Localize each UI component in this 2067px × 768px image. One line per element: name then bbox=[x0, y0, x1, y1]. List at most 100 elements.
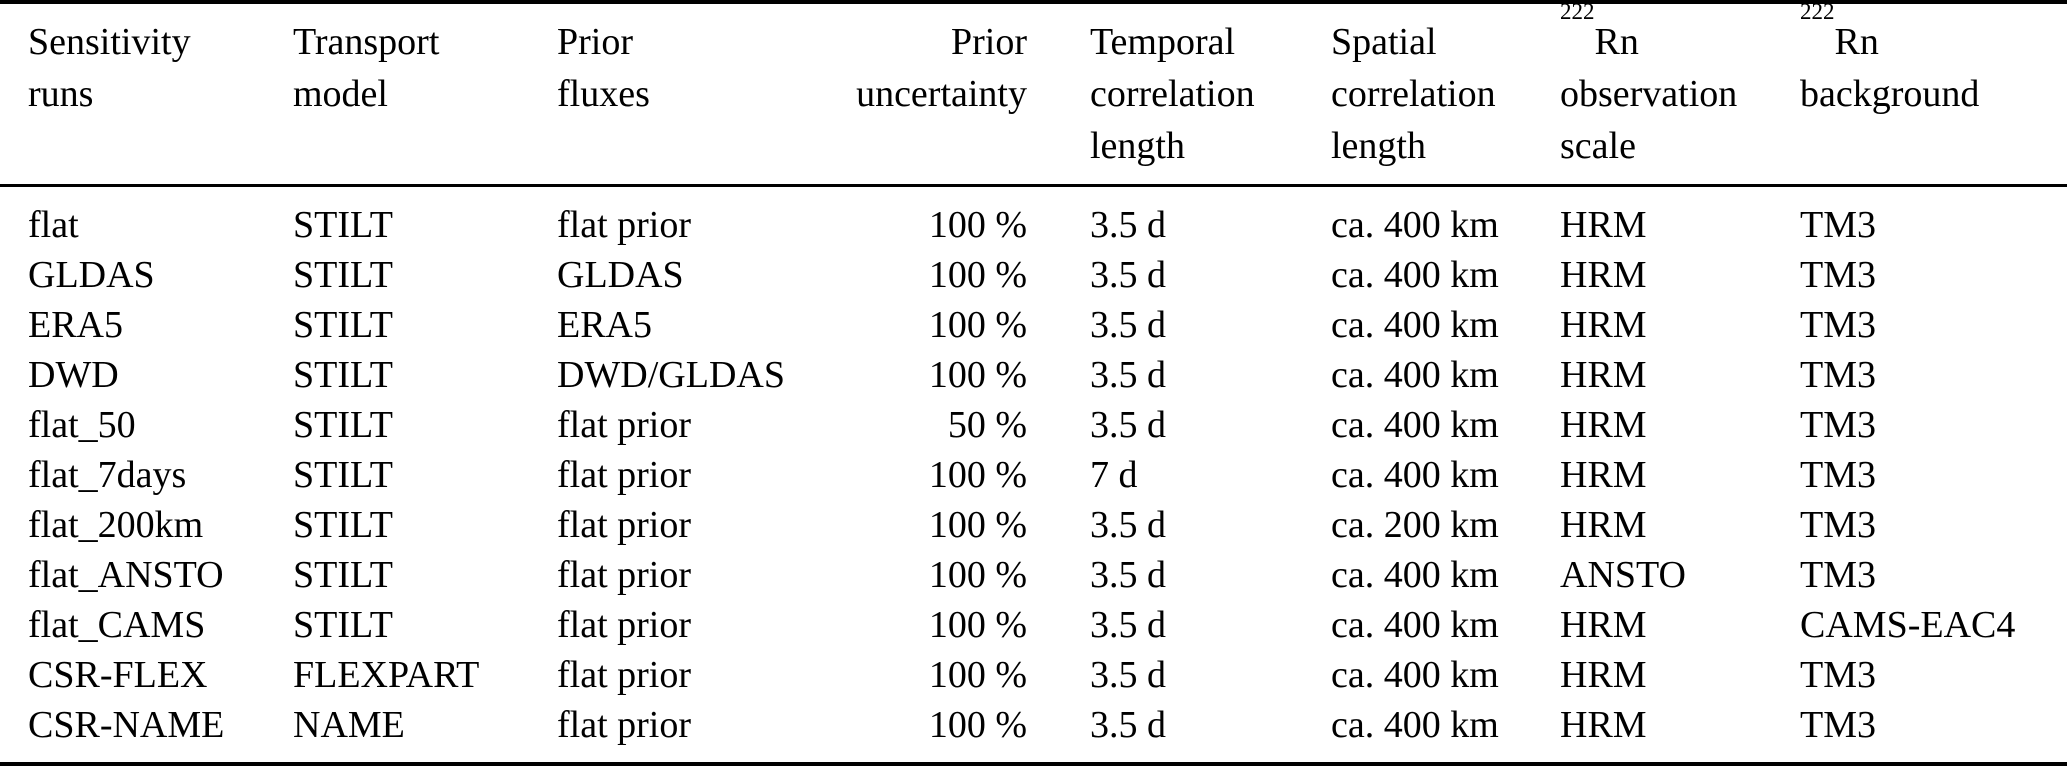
cell-rn222-background: TM3 bbox=[1800, 504, 1876, 546]
header-line: correlation bbox=[1090, 73, 1255, 115]
column-header-sensitivity-runs: Sensitivity runs bbox=[0, 2, 293, 187]
cell-temporal-correlation-length: 3.5 d bbox=[1090, 304, 1166, 346]
header-line: runs bbox=[28, 73, 94, 115]
cell-rn222-background: TM3 bbox=[1800, 304, 1876, 346]
cell-rn222-background: TM3 bbox=[1800, 654, 1876, 696]
cell-sensitivity-runs: CSR-NAME bbox=[28, 704, 225, 746]
cell-prior-uncertainty: 100 % bbox=[928, 454, 1027, 496]
header-line: Prior bbox=[557, 21, 633, 63]
table-row: flat_7days STILT flat prior 100 % 7 d ca. 400… bbox=[0, 450, 2067, 500]
table-header-row: Sensitivity runs Transport model Prior fluxes… bbox=[0, 0, 2067, 187]
cell-prior-uncertainty: 100 % bbox=[928, 204, 1027, 246]
cell-rn222-background: TM3 bbox=[1800, 554, 1876, 596]
header-line: observation bbox=[1560, 73, 1738, 115]
header-line: Transport bbox=[293, 21, 440, 63]
cell-spatial-correlation-length: ca. 400 km bbox=[1331, 254, 1499, 296]
header-line: uncertainty bbox=[856, 73, 1027, 115]
cell-sensitivity-runs: flat_200km bbox=[28, 504, 204, 546]
cell-transport-model: STILT bbox=[293, 254, 393, 296]
cell-spatial-correlation-length: ca. 400 km bbox=[1331, 454, 1499, 496]
cell-prior-uncertainty: 100 % bbox=[928, 704, 1027, 746]
column-header-prior-uncertainty: Prior uncertainty bbox=[833, 2, 1061, 187]
table-row: flat_ANSTO STILT flat prior 100 % 3.5 d ca. 4… bbox=[0, 550, 2067, 600]
cell-rn222-observation-scale: HRM bbox=[1560, 354, 1647, 396]
cell-rn222-observation-scale: HRM bbox=[1560, 654, 1647, 696]
isotope-superscript: 222 bbox=[1800, 0, 1835, 25]
cell-spatial-correlation-length: ca. 400 km bbox=[1331, 554, 1499, 596]
cell-sensitivity-runs: flat_50 bbox=[28, 404, 136, 446]
header-line: fluxes bbox=[557, 73, 650, 115]
cell-prior-fluxes: flat prior bbox=[557, 604, 692, 646]
cell-temporal-correlation-length: 3.5 d bbox=[1090, 254, 1166, 296]
header-line: length bbox=[1090, 125, 1185, 167]
header-line: scale bbox=[1560, 125, 1636, 167]
cell-transport-model: STILT bbox=[293, 454, 393, 496]
cell-spatial-correlation-length: ca. 400 km bbox=[1331, 304, 1499, 346]
cell-prior-fluxes: ERA5 bbox=[557, 304, 652, 346]
cell-rn222-observation-scale: HRM bbox=[1560, 604, 1647, 646]
cell-rn222-observation-scale: HRM bbox=[1560, 504, 1647, 546]
cell-prior-uncertainty: 50 % bbox=[947, 404, 1027, 446]
cell-prior-uncertainty: 100 % bbox=[928, 654, 1027, 696]
cell-prior-uncertainty: 100 % bbox=[928, 554, 1027, 596]
cell-prior-fluxes: flat prior bbox=[557, 204, 692, 246]
cell-prior-fluxes: flat prior bbox=[557, 404, 692, 446]
header-line: Sensitivity bbox=[28, 21, 191, 63]
cell-transport-model: STILT bbox=[293, 404, 393, 446]
cell-sensitivity-runs: flat_CAMS bbox=[28, 604, 206, 646]
cell-spatial-correlation-length: ca. 400 km bbox=[1331, 354, 1499, 396]
column-header-prior-fluxes: Prior fluxes bbox=[557, 2, 833, 187]
table-row: CSR-NAME NAME flat prior 100 % 3.5 d ca. 400 … bbox=[0, 700, 2067, 764]
table-row: GLDAS STILT GLDAS 100 % 3.5 d ca. 400 km HRM TM… bbox=[0, 250, 2067, 300]
cell-sensitivity-runs: ERA5 bbox=[28, 304, 123, 346]
cell-temporal-correlation-length: 3.5 d bbox=[1090, 504, 1166, 546]
cell-transport-model: STILT bbox=[293, 204, 393, 246]
cell-temporal-correlation-length: 3.5 d bbox=[1090, 204, 1166, 246]
cell-temporal-correlation-length: 3.5 d bbox=[1090, 604, 1166, 646]
cell-rn222-observation-scale: HRM bbox=[1560, 204, 1647, 246]
column-header-temporal-correlation-length: Temporal correlation length bbox=[1061, 2, 1331, 187]
cell-sensitivity-runs: GLDAS bbox=[28, 254, 155, 296]
isotope-superscript: 222 bbox=[1560, 0, 1595, 25]
header-line: correlation bbox=[1331, 73, 1496, 115]
header-line: Prior bbox=[951, 21, 1027, 63]
header-line: Spatial bbox=[1331, 21, 1437, 63]
cell-rn222-observation-scale: HRM bbox=[1560, 704, 1647, 746]
cell-transport-model: FLEXPART bbox=[293, 654, 480, 696]
column-header-spatial-correlation-length: Spatial correlation length bbox=[1331, 2, 1560, 187]
header-line: Temporal bbox=[1090, 21, 1236, 63]
cell-temporal-correlation-length: 3.5 d bbox=[1090, 704, 1166, 746]
cell-spatial-correlation-length: ca. 400 km bbox=[1331, 654, 1499, 696]
cell-temporal-correlation-length: 3.5 d bbox=[1090, 554, 1166, 596]
table-body: flat STILT flat prior 100 % 3.5 d ca. 400 km H… bbox=[0, 186, 2067, 765]
cell-prior-fluxes: flat prior bbox=[557, 704, 692, 746]
cell-transport-model: STILT bbox=[293, 554, 393, 596]
cell-spatial-correlation-length: ca. 400 km bbox=[1331, 604, 1499, 646]
table-row: CSR-FLEX FLEXPART flat prior 100 % 3.5 d ca. … bbox=[0, 650, 2067, 700]
table-row: flat STILT flat prior 100 % 3.5 d ca. 400 km H… bbox=[0, 186, 2067, 251]
cell-sensitivity-runs: CSR-FLEX bbox=[28, 654, 208, 696]
cell-rn222-observation-scale: HRM bbox=[1560, 304, 1647, 346]
cell-rn222-observation-scale: ANSTO bbox=[1560, 554, 1686, 596]
cell-prior-uncertainty: 100 % bbox=[928, 254, 1027, 296]
cell-transport-model: NAME bbox=[293, 704, 405, 746]
cell-transport-model: STILT bbox=[293, 304, 393, 346]
table-row: DWD STILT DWD/GLDAS 100 % 3.5 d ca. 400 km HRM… bbox=[0, 350, 2067, 400]
column-header-transport-model: Transport model bbox=[293, 2, 557, 187]
cell-transport-model: STILT bbox=[293, 604, 393, 646]
cell-temporal-correlation-length: 7 d bbox=[1090, 454, 1138, 496]
table-header: Sensitivity runs Transport model Prior fluxes… bbox=[0, 0, 2067, 187]
cell-prior-fluxes: flat prior bbox=[557, 454, 692, 496]
cell-rn222-observation-scale: HRM bbox=[1560, 404, 1647, 446]
cell-transport-model: STILT bbox=[293, 354, 393, 396]
cell-rn222-background: TM3 bbox=[1800, 204, 1876, 246]
cell-spatial-correlation-length: ca. 400 km bbox=[1331, 204, 1499, 246]
table-row: flat_50 STILT flat prior 50 % 3.5 d ca. 400 k… bbox=[0, 400, 2067, 450]
cell-rn222-observation-scale: HRM bbox=[1560, 254, 1647, 296]
column-header-rn222-observation-scale: 222Rn observation scale bbox=[1560, 0, 1800, 187]
cell-spatial-correlation-length: ca. 400 km bbox=[1331, 704, 1499, 746]
header-line: length bbox=[1331, 125, 1426, 167]
cell-temporal-correlation-length: 3.5 d bbox=[1090, 354, 1166, 396]
